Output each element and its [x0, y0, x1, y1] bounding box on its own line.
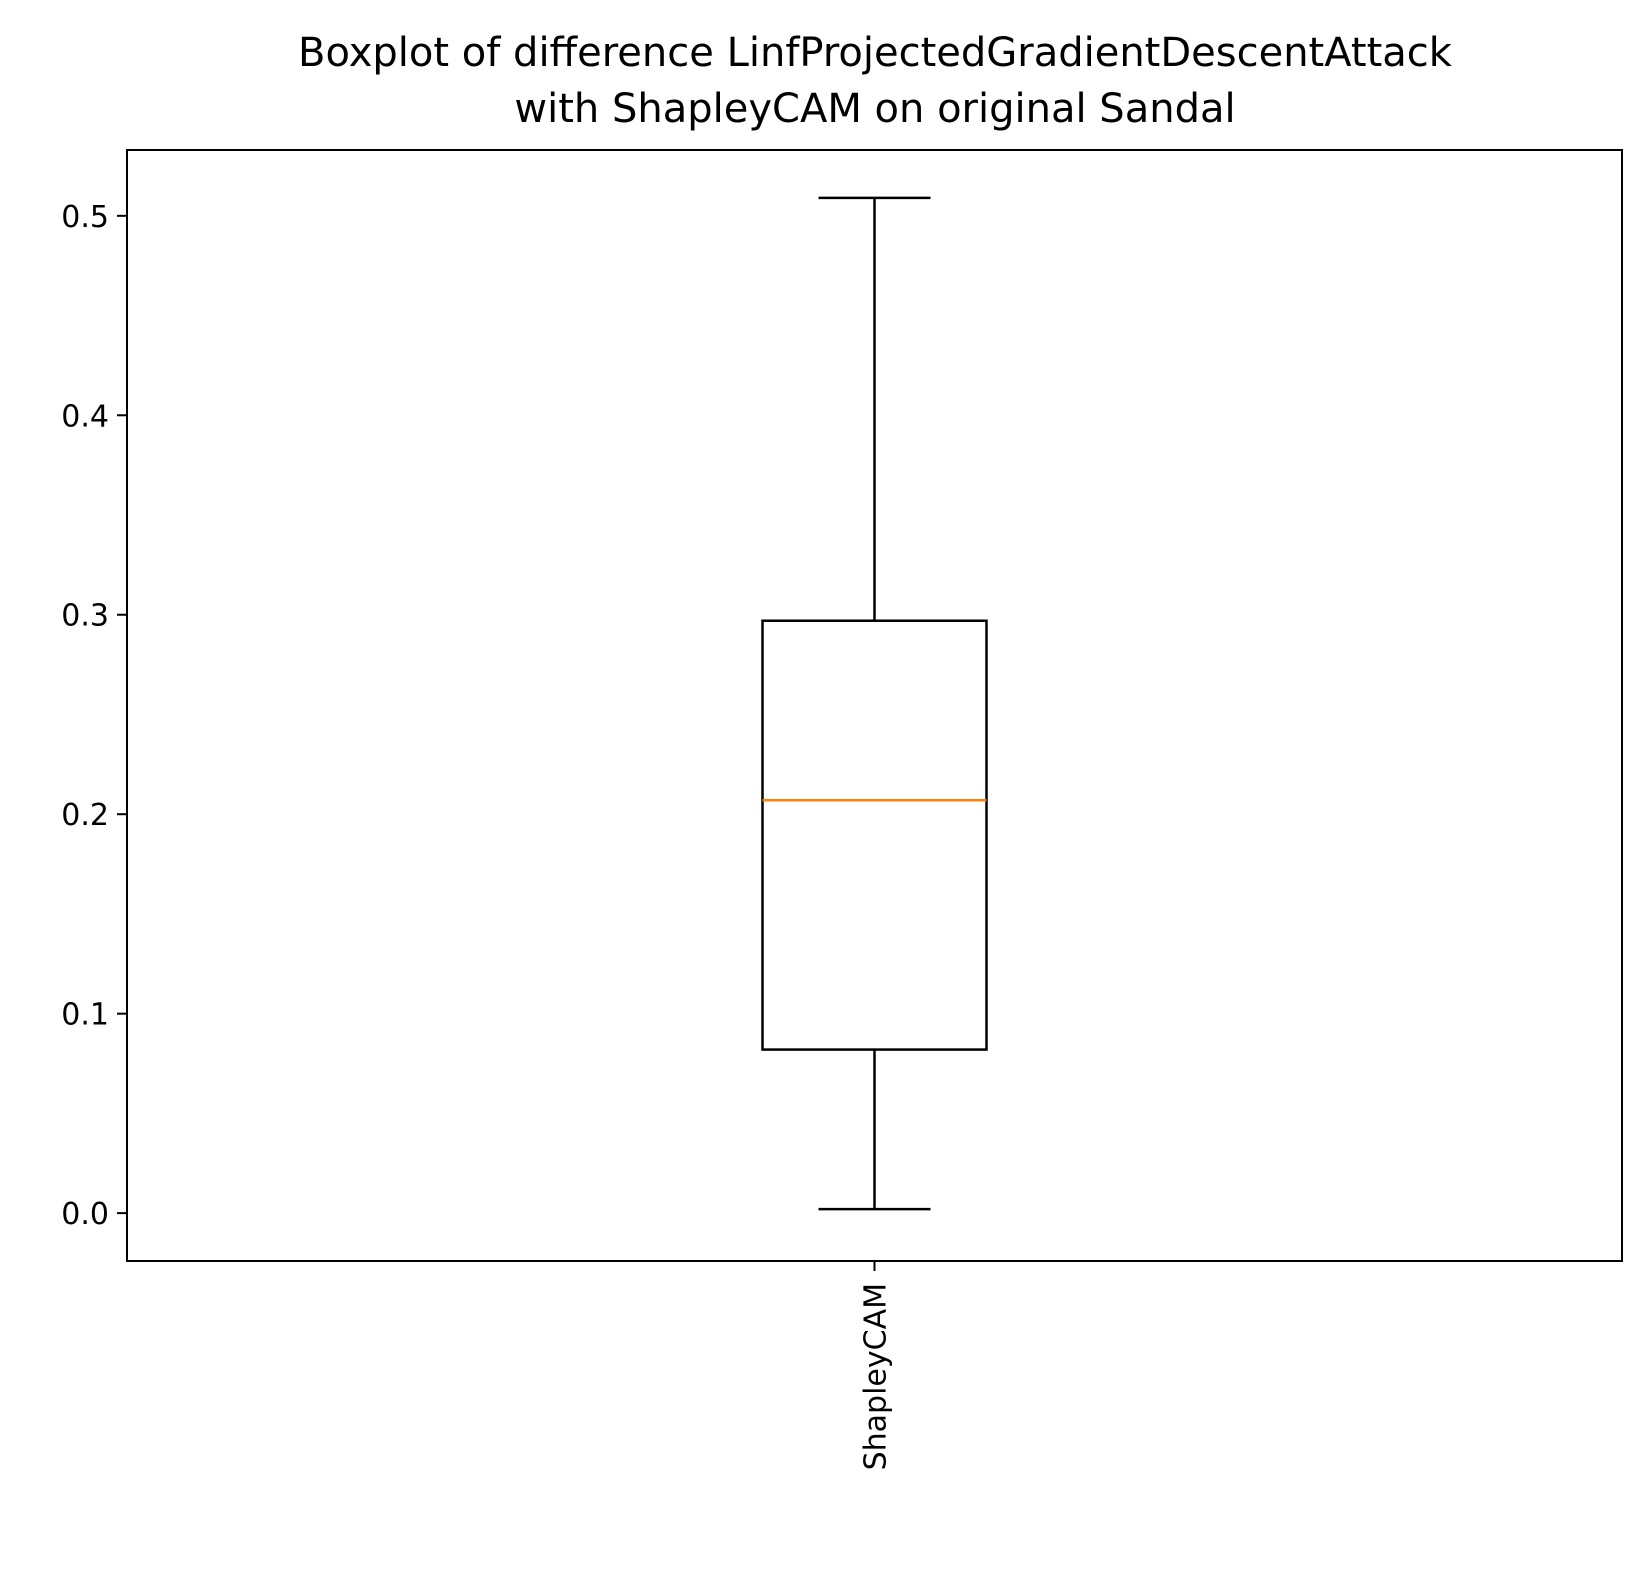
- y-tick-label: 0.1: [61, 998, 109, 1033]
- chart-title-line-2: with ShapleyCAM on original Sandal: [514, 86, 1235, 132]
- y-tick-label: 0.3: [61, 599, 109, 634]
- y-tick-label: 0.5: [61, 200, 109, 235]
- y-tick-label: 0.2: [61, 798, 109, 833]
- x-axis: ShapleyCAM: [859, 1261, 894, 1470]
- y-axis: 0.0 0.1 0.2 0.3 0.4 0.5: [61, 200, 127, 1232]
- box-group: [761, 196, 988, 1211]
- iqr-box: [761, 619, 988, 1051]
- chart-title-line-1: Boxplot of difference LinfProjectedGradi…: [298, 30, 1453, 76]
- y-tick-label: 0.0: [61, 1197, 109, 1232]
- y-tick-label: 0.4: [61, 399, 109, 434]
- x-tick-label: ShapleyCAM: [859, 1283, 894, 1470]
